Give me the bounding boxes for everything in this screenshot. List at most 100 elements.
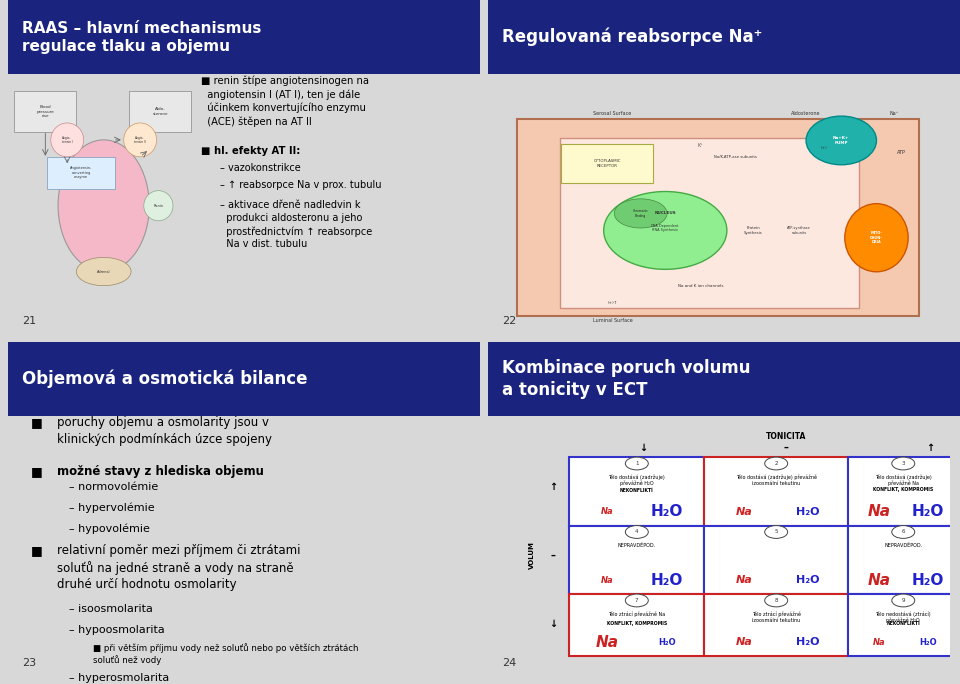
Text: H₂O: H₂O [911, 504, 944, 519]
FancyBboxPatch shape [705, 457, 848, 525]
Text: – aktivace dřeně nadledvin k
  produkci aldosteronu a jeho
  prostřednictvím ↑ r: – aktivace dřeně nadledvin k produkci al… [220, 200, 372, 249]
Text: Tělo dostává (zadržuje) převážně
izoosmální tekutinu: Tělo dostává (zadržuje) převážně izoosmá… [735, 474, 817, 486]
Text: Regulovaná reabsorpce Na⁺: Regulovaná reabsorpce Na⁺ [502, 28, 762, 47]
Text: 22: 22 [502, 317, 516, 326]
Text: Na and K ion channels: Na and K ion channels [678, 285, 723, 289]
Text: ■: ■ [32, 544, 43, 557]
Text: Luminal Surface: Luminal Surface [592, 318, 633, 323]
Text: Tělo dostává (zadržuje)
převážně H₂O: Tělo dostává (zadržuje) převážně H₂O [609, 474, 665, 486]
Text: Na: Na [601, 576, 613, 585]
FancyBboxPatch shape [488, 0, 960, 74]
Circle shape [765, 594, 787, 607]
Text: VOLUM: VOLUM [529, 541, 536, 569]
Text: Angiotensin-
converting
enzyme: Angiotensin- converting enzyme [70, 166, 92, 179]
Text: Tělo nedostává (ztrácí)
převážně H₂O: Tělo nedostává (ztrácí) převážně H₂O [876, 611, 931, 623]
Circle shape [892, 457, 915, 470]
FancyBboxPatch shape [8, 0, 480, 74]
Text: –: – [550, 550, 555, 560]
Ellipse shape [77, 257, 132, 286]
Circle shape [765, 525, 787, 538]
Text: Na: Na [868, 504, 891, 519]
Text: Renin: Renin [154, 204, 163, 208]
Text: TONICITA: TONICITA [766, 432, 806, 441]
Text: – vazokonstrikce: – vazokonstrikce [220, 163, 301, 173]
Ellipse shape [845, 204, 908, 272]
Text: Chromatin
Binding: Chromatin Binding [633, 209, 648, 218]
Text: ATP-synthase
subunits: ATP-synthase subunits [787, 226, 811, 235]
Text: – isoosmolarita: – isoosmolarita [69, 605, 153, 614]
Text: Angio-
tensin II: Angio- tensin II [134, 135, 146, 144]
Circle shape [124, 123, 156, 157]
Text: H₂O: H₂O [919, 637, 936, 646]
Text: NEPRAVDĚPOD.: NEPRAVDĚPOD. [884, 542, 923, 548]
Text: – hypervolémie: – hypervolémie [69, 503, 155, 513]
Text: 6: 6 [901, 529, 905, 534]
FancyBboxPatch shape [705, 525, 848, 594]
FancyBboxPatch shape [848, 525, 959, 594]
Text: Protein
Synthesis: Protein Synthesis [744, 226, 762, 235]
Circle shape [765, 457, 787, 470]
Text: Na: Na [601, 508, 613, 516]
Text: 23: 23 [22, 659, 36, 668]
Circle shape [892, 525, 915, 538]
Text: (+): (+) [820, 146, 828, 150]
Text: 2: 2 [775, 461, 778, 466]
Text: ■ hl. efekty AT II:: ■ hl. efekty AT II: [202, 146, 300, 157]
Circle shape [144, 191, 173, 221]
FancyBboxPatch shape [569, 525, 705, 594]
Text: H₂O: H₂O [796, 575, 820, 586]
Text: CYTOPLASMIC
RECEPTOR: CYTOPLASMIC RECEPTOR [593, 159, 621, 168]
Text: možné stavy z hlediska objemu: možné stavy z hlediska objemu [58, 465, 264, 478]
Text: ■: ■ [32, 465, 43, 478]
Text: H₂O: H₂O [911, 573, 944, 588]
FancyBboxPatch shape [569, 457, 705, 525]
Text: Na: Na [736, 507, 753, 517]
Text: – normovolémie: – normovolémie [69, 482, 158, 492]
Text: 21: 21 [22, 317, 36, 326]
Text: – hyperosmolarita: – hyperosmolarita [69, 673, 169, 683]
FancyBboxPatch shape [705, 594, 848, 656]
Text: 8: 8 [775, 598, 778, 603]
Text: Aldo-
sterone: Aldo- sterone [153, 107, 168, 116]
Text: Tělo ztrácí převážně
izoosmální tekutinu: Tělo ztrácí převážně izoosmální tekutinu [752, 611, 801, 622]
Text: 9: 9 [901, 598, 905, 603]
Text: Tělo dostává (zadržuje)
převážně Na: Tělo dostává (zadržuje) převážně Na [875, 474, 931, 486]
Text: –: – [784, 443, 789, 453]
Text: ■: ■ [32, 416, 43, 429]
Text: – hypoosmolarita: – hypoosmolarita [69, 624, 165, 635]
FancyBboxPatch shape [130, 91, 191, 132]
Text: Adrenal: Adrenal [97, 269, 110, 274]
FancyBboxPatch shape [517, 118, 919, 315]
Text: Na: Na [595, 635, 618, 650]
Text: 1: 1 [636, 461, 638, 466]
Text: NEKONFLIKTÍ: NEKONFLIKTÍ [620, 488, 654, 492]
FancyBboxPatch shape [560, 138, 859, 308]
Circle shape [806, 116, 876, 165]
Text: 4: 4 [636, 529, 638, 534]
FancyBboxPatch shape [848, 457, 959, 525]
Text: ■ při větším příjmu vody než soluťů nebo po větších ztrátách
soluťů než vody: ■ při větším příjmu vody než soluťů nebo… [93, 643, 358, 666]
Text: relativní poměr mezi příjmem či ztrátami
soluťů na jedné straně a vody na straně: relativní poměr mezi příjmem či ztrátami… [58, 544, 300, 591]
Text: Na+K+
PUMP: Na+K+ PUMP [833, 136, 850, 145]
Ellipse shape [59, 140, 150, 272]
Text: H₂O: H₂O [650, 573, 683, 588]
FancyBboxPatch shape [488, 342, 960, 416]
Circle shape [892, 594, 915, 607]
Text: ■ renin štípe angiotensinogen na
  angiotensin I (AT I), ten je dále
  účinkem k: ■ renin štípe angiotensinogen na angiote… [202, 76, 370, 127]
Text: H₂O: H₂O [658, 637, 676, 646]
Text: – hypovolémie: – hypovolémie [69, 523, 150, 534]
FancyBboxPatch shape [47, 157, 114, 189]
Text: KONFLIKT, KOMPROMIS: KONFLIKT, KOMPROMIS [874, 488, 933, 492]
Text: Na⁺: Na⁺ [889, 111, 899, 116]
Text: Na: Na [873, 637, 885, 646]
Circle shape [625, 594, 648, 607]
Text: ↓: ↓ [549, 619, 557, 629]
FancyBboxPatch shape [14, 91, 77, 132]
Ellipse shape [604, 192, 727, 269]
Text: Kombinace poruch volumu
a tonicity v ECT: Kombinace poruch volumu a tonicity v ECT [502, 359, 751, 399]
Text: H₂O: H₂O [796, 507, 820, 517]
Text: poruchy objemu a osmolarity jsou v
klinických podmínkách úzce spojeny: poruchy objemu a osmolarity jsou v klini… [58, 416, 273, 445]
Circle shape [625, 525, 648, 538]
Text: 5: 5 [775, 529, 778, 534]
Text: 24: 24 [502, 659, 516, 668]
